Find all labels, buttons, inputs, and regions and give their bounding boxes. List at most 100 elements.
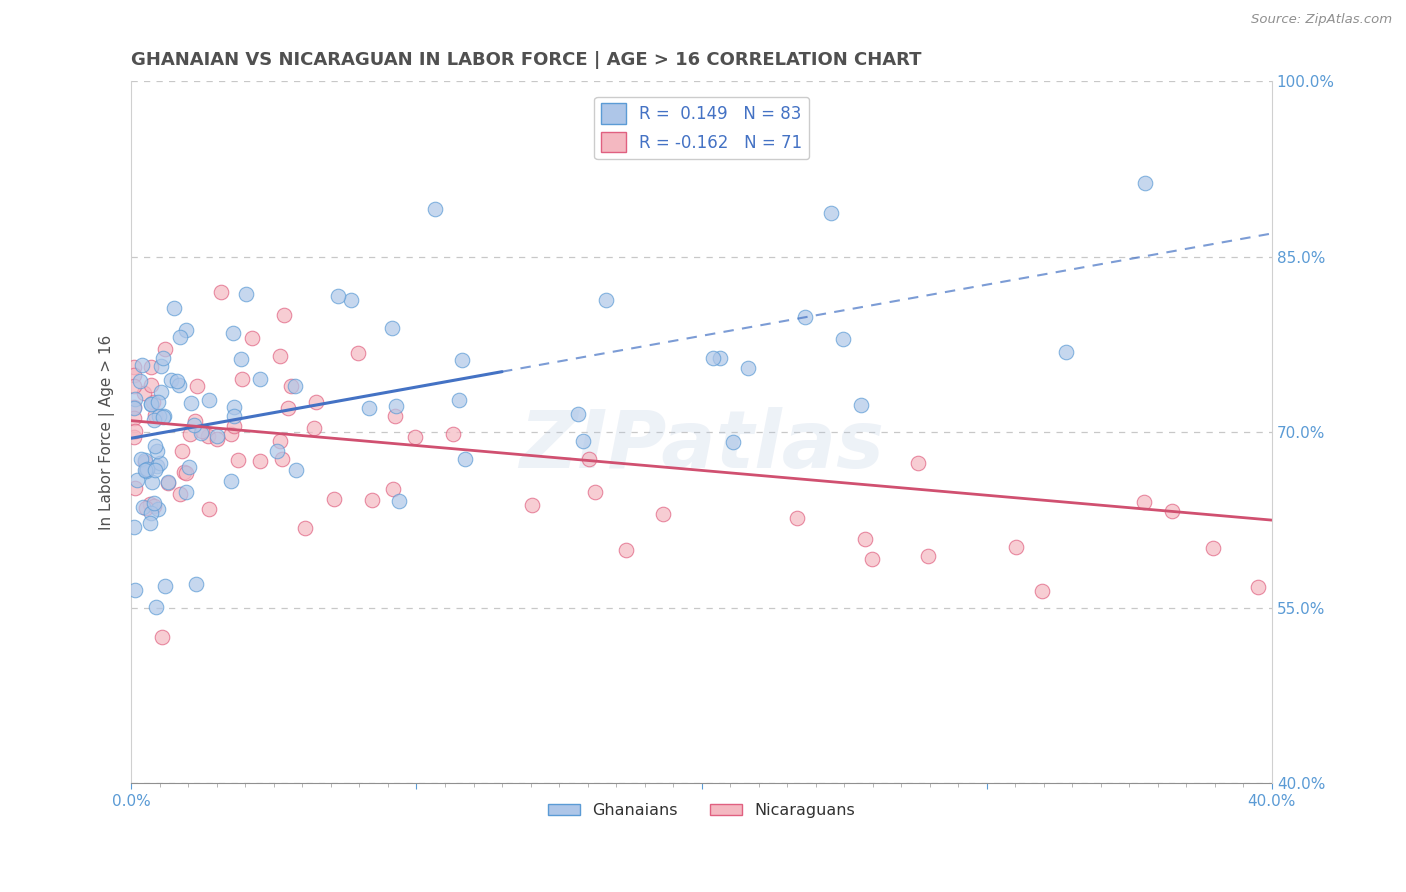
Point [280, 379, 302, 393]
Point [139, 516, 162, 530]
Point [163, 301, 186, 315]
Point [122, 411, 145, 425]
Point [721, 434, 744, 449]
Point [148, 502, 170, 516]
Point [571, 434, 593, 448]
Point [143, 495, 166, 509]
Point [122, 430, 145, 444]
Point [183, 417, 205, 432]
Point [453, 452, 475, 467]
Point [135, 462, 157, 476]
Text: GHANAIAN VS NICARAGUAN IN LABOR FORCE | AGE > 16 CORRELATION CHART: GHANAIAN VS NICARAGUAN IN LABOR FORCE | … [131, 51, 922, 69]
Point [266, 444, 288, 458]
Point [346, 346, 368, 360]
Point [305, 394, 328, 409]
Point [235, 287, 257, 301]
Point [153, 342, 176, 356]
Point [219, 474, 242, 488]
Point [131, 500, 153, 515]
Point [269, 349, 291, 363]
Point [737, 361, 759, 376]
Point [149, 385, 172, 400]
Point [907, 456, 929, 470]
Point [1135, 177, 1157, 191]
Point [384, 409, 406, 423]
Point [152, 410, 174, 425]
Point [595, 293, 617, 308]
Point [388, 494, 411, 508]
Point [139, 397, 162, 411]
Point [124, 392, 146, 406]
Point [249, 454, 271, 468]
Point [132, 386, 155, 401]
Point [423, 202, 446, 217]
Point [148, 409, 170, 423]
Point [129, 451, 152, 466]
Point [853, 532, 876, 546]
Point [184, 577, 207, 591]
Point [860, 552, 883, 566]
Point [820, 206, 842, 220]
Point [124, 481, 146, 495]
Point [167, 378, 190, 392]
Point [240, 331, 263, 345]
Point [224, 400, 246, 414]
Point [150, 359, 173, 373]
Point [153, 409, 176, 423]
Point [221, 326, 243, 340]
Point [404, 430, 426, 444]
Point [143, 463, 166, 477]
Point [156, 476, 179, 491]
Point [191, 424, 214, 438]
Point [122, 368, 145, 382]
Point [169, 486, 191, 500]
Point [127, 473, 149, 487]
Point [222, 409, 245, 423]
Text: Source: ZipAtlas.com: Source: ZipAtlas.com [1251, 13, 1392, 27]
Point [173, 465, 195, 479]
Point [143, 408, 166, 422]
Point [124, 401, 146, 415]
Point [174, 466, 197, 480]
Point [139, 397, 162, 411]
Point [138, 497, 160, 511]
Point [142, 395, 165, 409]
Point [172, 443, 194, 458]
Point [361, 492, 384, 507]
Point [224, 418, 246, 433]
Point [169, 330, 191, 344]
Point [141, 506, 163, 520]
Point [449, 393, 471, 408]
Legend: Ghanaians, Nicaraguans: Ghanaians, Nicaraguans [541, 797, 862, 824]
Point [197, 501, 219, 516]
Point [520, 499, 543, 513]
Point [190, 426, 212, 441]
Point [583, 485, 606, 500]
Point [567, 408, 589, 422]
Point [134, 455, 156, 469]
Point [277, 401, 299, 415]
Point [152, 351, 174, 366]
Point [384, 399, 406, 413]
Point [451, 352, 474, 367]
Point [159, 373, 181, 387]
Point [209, 285, 232, 299]
Point [145, 600, 167, 615]
Point [273, 308, 295, 322]
Point [156, 475, 179, 489]
Point [136, 461, 159, 475]
Point [141, 475, 163, 489]
Point [1005, 540, 1028, 554]
Point [134, 453, 156, 467]
Point [1246, 580, 1268, 594]
Point [155, 579, 177, 593]
Point [166, 374, 188, 388]
Point [174, 484, 197, 499]
Point [381, 482, 404, 496]
Point [1202, 541, 1225, 555]
Point [1054, 345, 1077, 359]
Point [180, 396, 202, 410]
Point [184, 414, 207, 428]
Point [793, 310, 815, 325]
Point [284, 379, 307, 393]
